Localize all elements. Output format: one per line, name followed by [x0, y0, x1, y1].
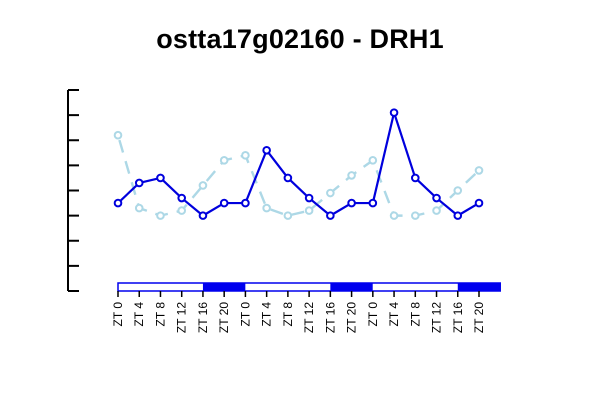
data-point-solid-1: [134, 178, 144, 188]
x-tick-label: ZT 4: [132, 302, 146, 327]
data-point-dashed-0: [113, 130, 123, 140]
light-dark-segment-light: [287, 283, 331, 291]
data-point-solid-16: [453, 211, 463, 220]
light-dark-segment-light: [118, 283, 161, 291]
data-point-dashed-17: [474, 166, 484, 175]
x-tick-label: ZT 4: [387, 302, 401, 327]
data-point-solid-6: [241, 198, 250, 208]
data-point-dashed-11: [347, 171, 356, 180]
data-point-dashed-7: [262, 203, 271, 213]
light-dark-segment-light: [372, 283, 416, 291]
data-point-solid-2: [156, 173, 165, 183]
x-axis: ZT 0 ZT 4 ZT 8 ZT 12 ZT 16 ZT 20 ZT 0 ZT 4 ZT 8 Z…: [111, 291, 486, 333]
series-lines: [116, 111, 480, 217]
data-point-dashed-15: [432, 206, 441, 215]
data-point-dashed-12: [368, 156, 378, 165]
x-tick-label: ZT 20: [345, 302, 359, 333]
light-dark-segment-light: [415, 283, 458, 291]
data-point-solid-7: [262, 146, 271, 155]
x-tick-label: ZT 16: [451, 302, 465, 333]
data-point-solid-3: [177, 193, 187, 203]
data-point-dashed-9: [304, 206, 314, 215]
data-point-dashed-6: [241, 151, 250, 160]
x-tick-label: ZT 8: [281, 302, 295, 327]
light-dark-segment-light: [160, 283, 203, 291]
x-tick-label: ZT 16: [196, 302, 210, 333]
x-tick-label: ZT 12: [430, 302, 444, 333]
data-point-solid-12: [368, 198, 378, 208]
series-points: [113, 108, 484, 220]
data-point-dashed-2: [156, 211, 165, 220]
data-point-solid-11: [347, 198, 356, 208]
data-point-solid-14: [410, 173, 420, 183]
x-tick-label: ZT 4: [260, 302, 274, 327]
data-point-solid-10: [326, 211, 335, 220]
data-point-solid-17: [474, 198, 484, 208]
data-point-dashed-16: [453, 186, 463, 195]
data-point-solid-0: [113, 198, 123, 208]
light-dark-segment-dark: [202, 283, 246, 291]
x-tick-label: ZT 0: [111, 302, 125, 327]
data-point-dashed-4: [198, 181, 208, 190]
chart-title: ostta17g02160 - DRH1: [156, 24, 444, 54]
data-point-solid-8: [283, 173, 293, 183]
y-axis: [67, 89, 79, 292]
data-point-solid-9: [304, 193, 314, 203]
light-dark-bar: [117, 282, 501, 292]
series-line-solid: [117, 111, 480, 217]
data-point-solid-4: [198, 211, 208, 220]
x-tick-label: ZT 20: [217, 302, 231, 333]
data-point-solid-5: [219, 198, 229, 208]
data-point-dashed-8: [283, 211, 293, 220]
light-dark-segment-dark: [330, 283, 373, 291]
light-dark-segment-dark: [457, 283, 501, 291]
data-point-dashed-1: [134, 203, 144, 213]
data-point-solid-15: [432, 193, 441, 203]
x-tick-label: ZT 16: [323, 302, 337, 333]
series-line-dashed: [116, 134, 480, 217]
data-point-dashed-5: [219, 156, 229, 165]
x-tick-label: ZT 8: [408, 302, 422, 327]
x-tick-label: ZT 20: [472, 302, 486, 333]
data-point-dashed-10: [326, 188, 335, 198]
light-dark-segment-light: [245, 283, 288, 291]
data-point-dashed-13: [389, 211, 399, 220]
data-point-dashed-3: [177, 206, 187, 215]
x-tick-label: ZT 12: [302, 302, 316, 333]
x-tick-label: ZT 8: [153, 302, 167, 327]
x-tick-label: ZT 0: [366, 302, 380, 327]
data-point-solid-13: [389, 108, 399, 117]
x-tick-label: ZT 0: [238, 302, 252, 327]
data-point-dashed-14: [410, 211, 420, 220]
x-tick-label: ZT 12: [175, 302, 189, 333]
